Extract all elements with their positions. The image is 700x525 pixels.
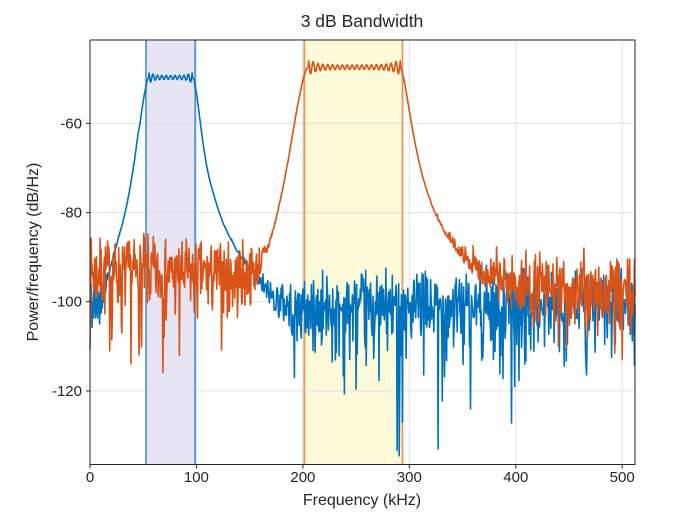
x-tick-label: 0 bbox=[86, 469, 94, 486]
chart-title: 3 dB Bandwidth bbox=[301, 11, 424, 31]
signal-2-3db-band bbox=[304, 40, 403, 465]
y-tick-label: -120 bbox=[52, 383, 82, 400]
x-tick-label: 400 bbox=[503, 469, 528, 486]
signal-2-curve bbox=[89, 60, 636, 374]
x-tick-label: 500 bbox=[610, 469, 635, 486]
x-axis-label: Frequency (kHz) bbox=[303, 492, 421, 509]
tick-labels: 0 100 200 300 400 500 -120 -100 -80 -60 bbox=[52, 115, 635, 486]
y-tick-label: -60 bbox=[60, 115, 82, 132]
plot-border bbox=[89, 39, 636, 465]
x-tick-label: 200 bbox=[290, 469, 315, 486]
band-patches bbox=[146, 40, 403, 465]
y-axis-label: Power/frequency (dB/Hz) bbox=[25, 163, 42, 342]
y-tick-label: -80 bbox=[60, 205, 82, 222]
psd-curves bbox=[89, 60, 636, 457]
signal-1-curve bbox=[89, 72, 636, 457]
x-tick-label: 100 bbox=[184, 469, 209, 486]
axis-ticks bbox=[86, 122, 623, 469]
axes-frame bbox=[89, 39, 636, 465]
x-tick-label: 300 bbox=[397, 469, 422, 486]
y-tick-label: -100 bbox=[52, 294, 82, 311]
